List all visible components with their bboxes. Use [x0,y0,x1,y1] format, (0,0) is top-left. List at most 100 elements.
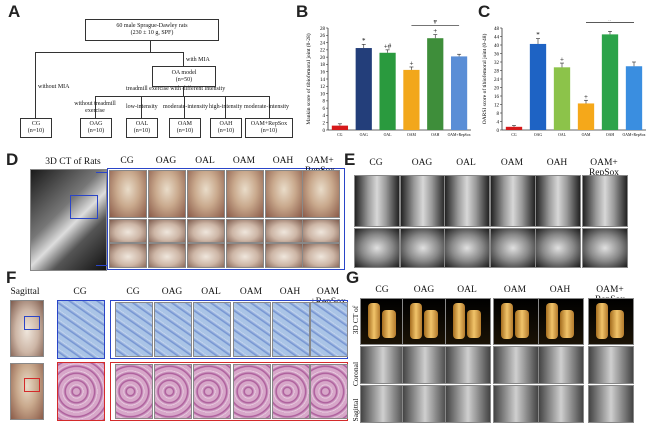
flow-oa-model: OA model [171,69,197,76]
g-ct-bone [382,310,396,338]
panel-label-f: F [6,268,17,287]
d-ct-rat-image [30,169,107,271]
f-sagittal-blue [10,300,44,357]
g-col-header: OAG [413,285,435,295]
y-tick-label: 24 [320,41,326,46]
f-stain-red [310,364,348,419]
panel-label-c: C [478,2,491,21]
d-knee-photo-bottom [187,243,225,268]
y-tick-label: 48 [494,27,500,32]
g-ct-bone [368,303,380,339]
d-knee-photo-mid [226,219,264,243]
g-coronal [445,346,491,384]
f-stain-red [233,364,271,419]
group-box-oah: OAH (n=10) [210,118,242,138]
g-col-header: CG [375,285,389,295]
y-tick-label: 18 [320,63,326,68]
d-photo-grid [107,168,345,270]
bar-oag [355,48,372,130]
g-col-header: OAH [549,285,571,295]
e-xray-bottom [354,228,400,268]
y-tick-label: 24 [494,78,500,83]
flow-top-text: 60 male Sprague-Dawley rats [116,23,188,29]
panel-label-g: G [346,268,360,287]
d-knee-photo-mid [109,219,147,243]
category-label: OAM [582,133,591,137]
g-sagittal [360,385,406,423]
y-axis-label: OARSI score of tibiofemoral joint (0-48) [481,34,488,125]
d-knee-photo-mid [187,219,225,243]
f-col-header: OAM [239,287,263,297]
f-col-header: OAG [161,287,183,297]
y-tick-label: 6 [323,107,326,112]
category-label: CG [337,133,343,137]
panel-label-e: E [344,150,356,169]
e-xray-top [354,175,400,227]
flow-sub-2: low-intensity [126,104,158,110]
category-label: OAH [431,133,439,137]
d-knee-photo-bottom [148,243,186,268]
significance-mark: + [584,93,588,101]
g-ct-bone [410,303,422,339]
bar-oam-repsox [450,56,468,130]
d-knee-photo-top [226,170,264,218]
bar-oag [529,43,547,130]
g-sagittal [538,385,584,423]
d-knee-photo-mid [148,219,186,243]
flow-treadmill: treadmill exercise with different intens… [126,86,226,92]
panel-label-b: B [296,2,309,21]
y-tick-label: 20 [320,56,326,61]
category-label: OAM [407,133,416,137]
y-tick-label: 40 [494,44,500,49]
d-ct-highlight [70,195,98,219]
bar-oam-repsox [625,66,643,130]
f-stain-blue [115,302,153,357]
f-stain-red [154,364,192,419]
f-stain-red [193,364,231,419]
y-tick-label: 4 [497,120,500,125]
y-tick-label: 16 [320,71,326,76]
y-tick-label: 44 [494,35,500,40]
f-stain-blue [193,302,231,357]
f-cg-blue-zoom [57,300,105,359]
flow-sub-4: high-intensity [209,104,243,110]
d-knee-photo-top [148,170,186,218]
e-xray-bottom [444,228,490,268]
f-stain-red [115,364,153,419]
y-tick-label: 2 [323,122,326,127]
bracket-mark: # [608,20,612,22]
flow-top-text-2: (230 ± 10 g, SPF) [130,30,174,36]
d-knee-photo-top [109,170,147,218]
bracket-mark: # [434,20,438,26]
y-tick-label: 22 [320,49,326,54]
e-col-header: OAM+ RepSox [588,158,620,178]
group-box-oam-repsox: OAM+RepSox (n=10) [245,118,293,138]
e-xray-top [535,175,581,227]
d-col-header: OAH [272,156,294,166]
d-knee-photo-bottom [226,243,264,268]
g-ct-bone [596,303,608,339]
e-col-header: OAG [411,158,433,168]
d-col-header: CG [120,156,134,166]
g-coronal [588,346,634,384]
category-label: OAL [384,133,392,137]
f-stain-blue [154,302,192,357]
category-label: OAL [558,133,566,137]
category-label: OAG [360,133,368,137]
y-tick-label: 8 [323,100,326,105]
d-col-header: OAG [155,156,177,166]
e-col-header: CG [369,158,383,168]
d-knee-photo-mid [265,219,303,243]
f-col-header: OAH [279,287,301,297]
g-coronal [538,346,584,384]
g-ct-bone [453,303,465,339]
f-stain-red [272,364,310,419]
bar-oal [379,52,396,131]
g-ct-bone [424,310,438,338]
group-box-oag: OAG (n=10) [80,118,112,138]
e-xray-bottom [490,228,536,268]
f-stain-blue [310,302,348,357]
g-sagittal [402,385,448,423]
